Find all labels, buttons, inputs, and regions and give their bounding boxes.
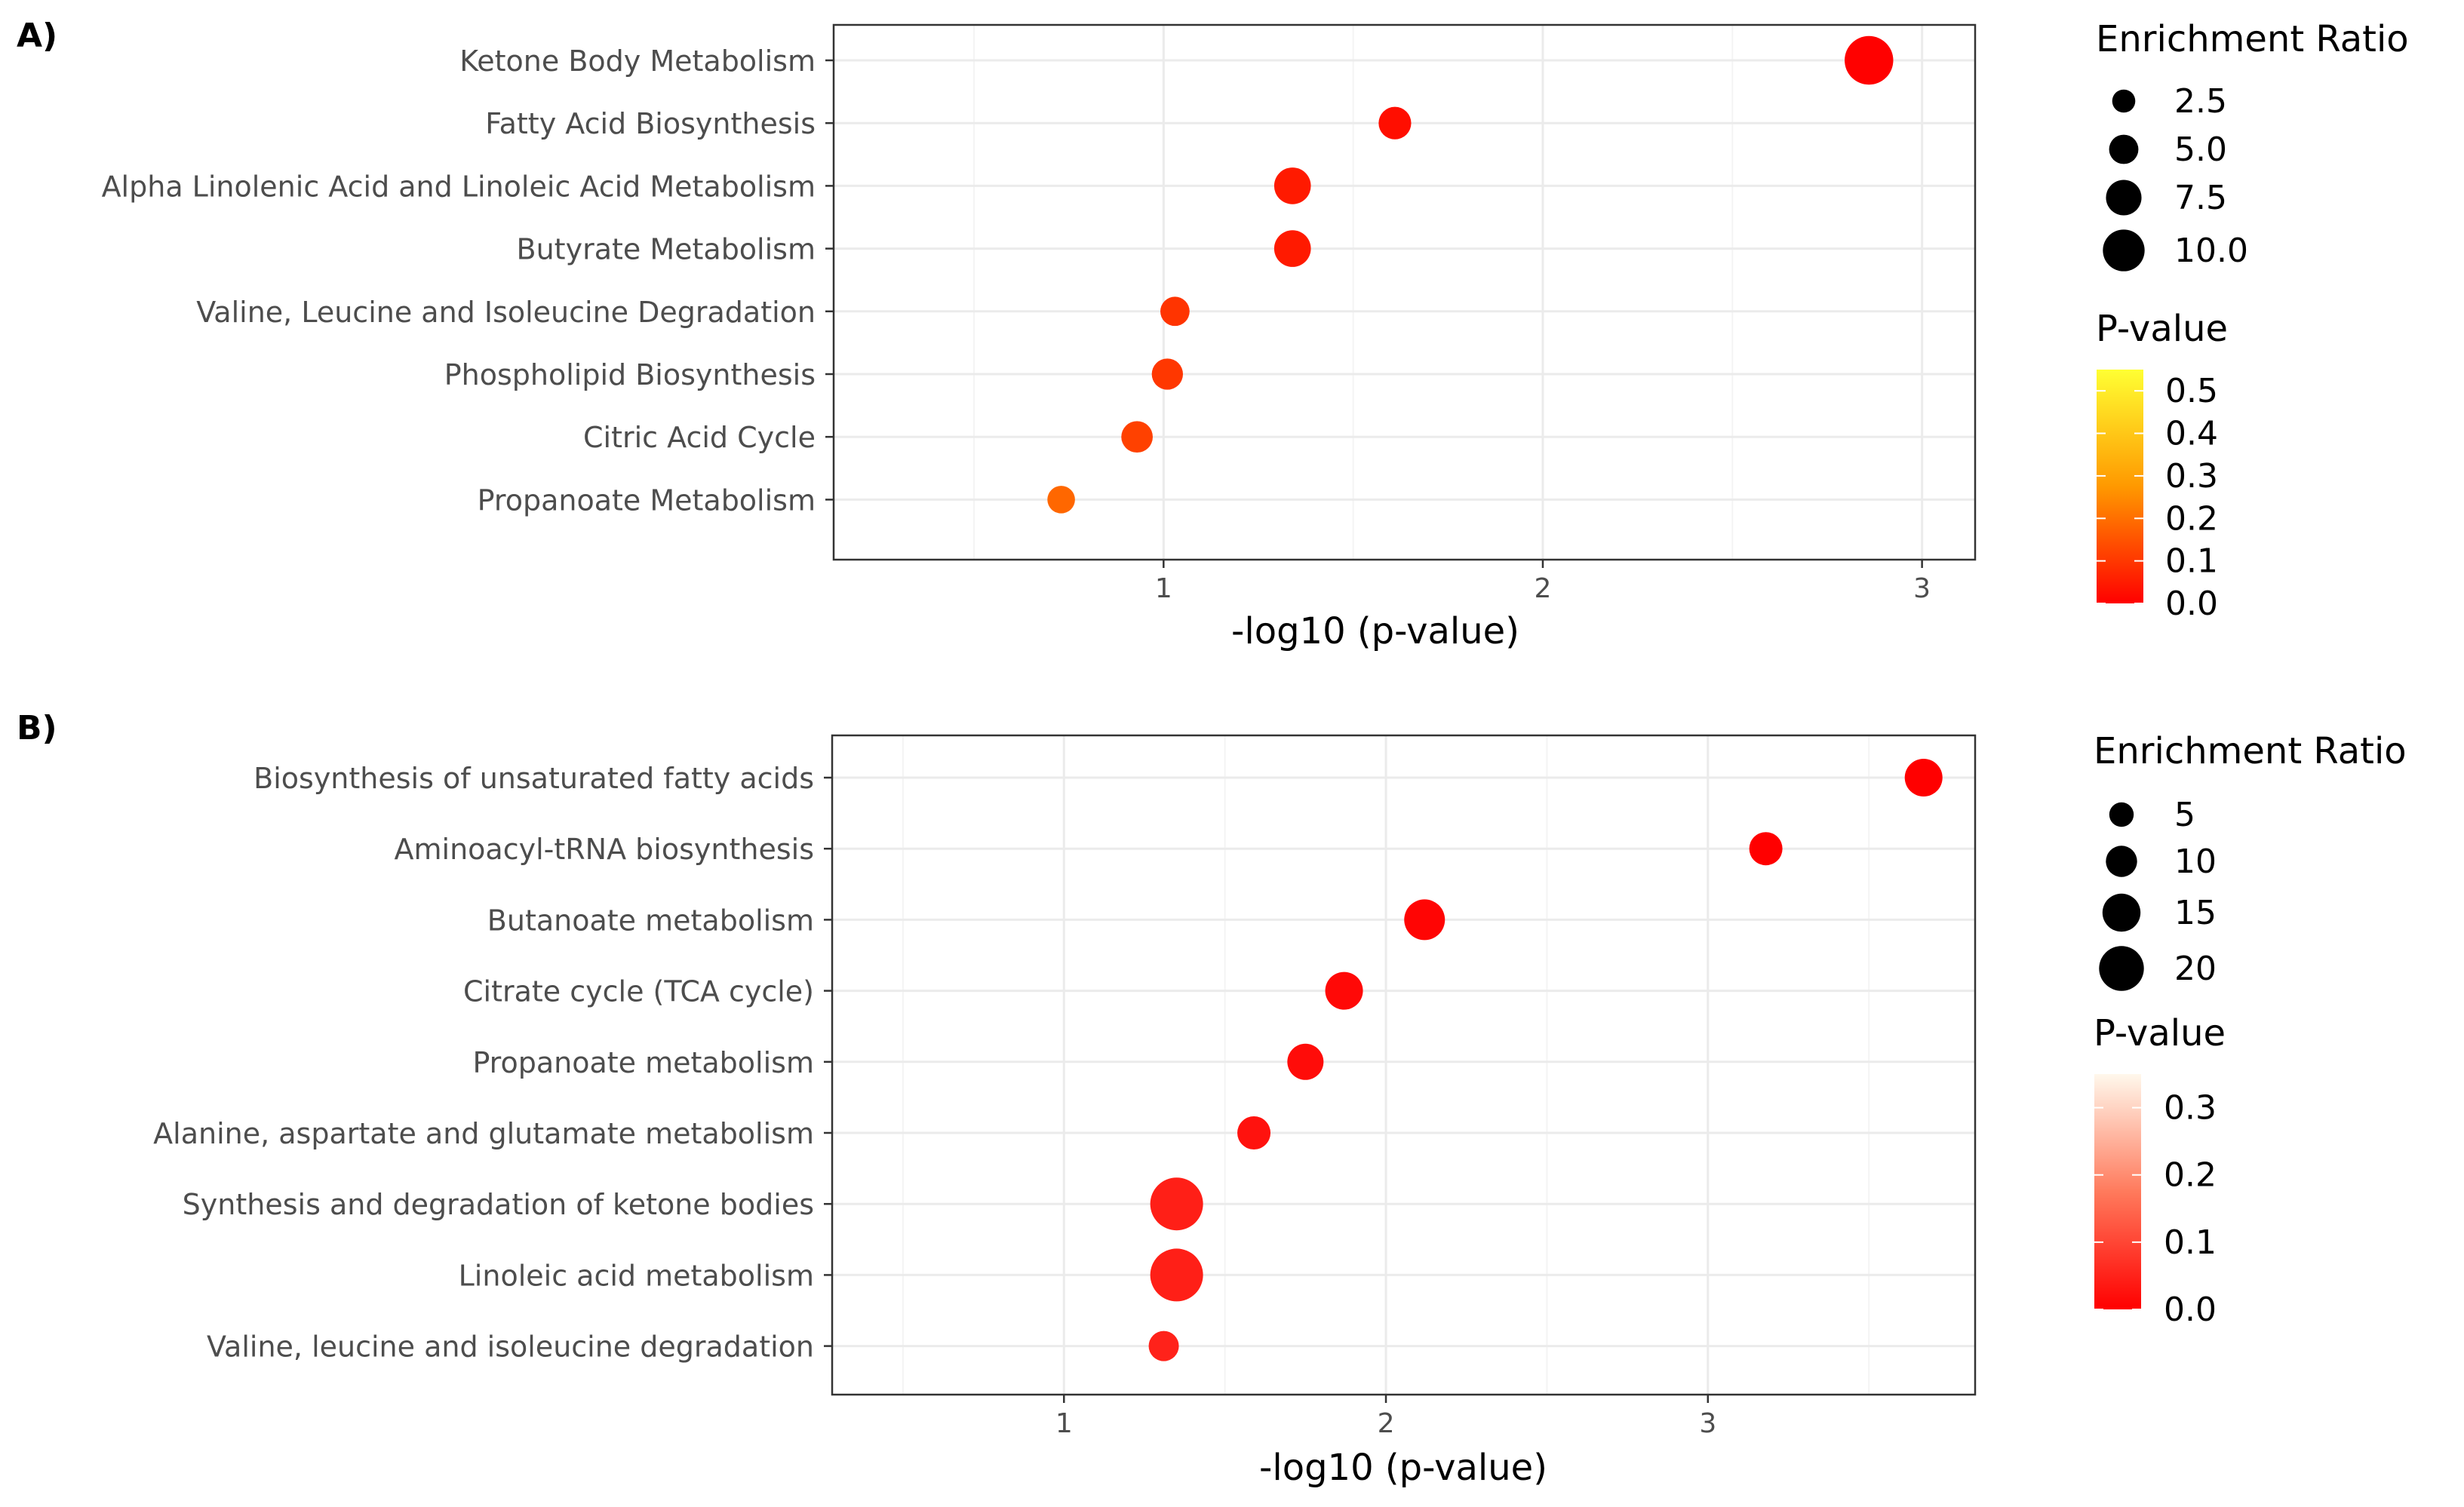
panel-b-x-tick-label: 2 [1378, 1408, 1395, 1439]
panel-b: B) Biosynthesis of unsaturated fatty aci… [17, 709, 2407, 1489]
panel-b-category-label: Linoleic acid metabolism [459, 1259, 814, 1292]
panel-a-size-legend-dot [2103, 229, 2145, 272]
panel-b-colorbar-label: 0.1 [2164, 1223, 2217, 1262]
panel-b-category-label: Propanoate metabolism [472, 1046, 814, 1079]
panel-a-grid [834, 25, 1975, 560]
panel-b-data-point [1404, 899, 1446, 941]
panel-a-size-legend-title: Enrichment Ratio [2096, 18, 2409, 60]
panel-a-y-ticks [825, 59, 834, 501]
panel-a-data-point [1151, 358, 1184, 390]
panel-a-x-tick-label: 1 [1155, 573, 1172, 604]
panel-b-points [1148, 759, 1943, 1361]
panel-b-data-point [1325, 971, 1363, 1010]
panel-a-category-label: Alpha Linolenic Acid and Linoleic Acid M… [102, 170, 816, 203]
panel-a-size-legend-label: 2.5 [2174, 82, 2227, 121]
panel-b-category-label: Alanine, aspartate and glutamate metabol… [153, 1117, 814, 1150]
panel-a-category-label: Propanoate Metabolism [478, 483, 816, 517]
panel-b-category-label: Aminoacyl-tRNA biosynthesis [395, 833, 814, 866]
panel-b-category-label: Synthesis and degradation of ketone bodi… [183, 1188, 814, 1221]
panel-a-size-legend-dot [2112, 89, 2136, 113]
panel-b-x-tick-label: 1 [1055, 1408, 1073, 1439]
panel-b-data-point [1904, 759, 1943, 796]
panel-a-size-legend-label: 5.0 [2174, 130, 2227, 169]
panel-a-data-point [1273, 167, 1311, 204]
panel-a-size-legend-label: 7.5 [2174, 179, 2227, 217]
panel-b-category-label: Citrate cycle (TCA cycle) [463, 975, 814, 1008]
panel-a-size-legend-dot [2109, 134, 2139, 164]
panel-a-colorbar-label: 0.3 [2165, 457, 2218, 496]
panel-b-data-point [1150, 1248, 1203, 1302]
panel-a-colorbar-label: 0.2 [2165, 499, 2218, 538]
panel-b-size-legend-label: 5 [2174, 796, 2195, 834]
panel-a-colorbar-label: 0.0 [2165, 585, 2218, 623]
panel-b-data-point [1237, 1116, 1271, 1149]
panel-a-color-legend-title: P-value [2096, 308, 2228, 350]
panel-a-colorbar [2097, 370, 2143, 603]
panel-label-b: B) [17, 709, 57, 747]
panel-b-x-axis-title: -log10 (p-value) [1259, 1447, 1547, 1489]
panel-b-size-legend-label: 15 [2174, 894, 2217, 932]
panel-b-size-legend-dot [2102, 893, 2141, 932]
panel-a-data-point [1378, 106, 1412, 140]
panel-b-size-legend-dot [2109, 802, 2134, 827]
panel-b-grid [832, 735, 1975, 1395]
panel-a-colorbar-label: 0.4 [2165, 415, 2218, 453]
panel-a-colorbar-label: 0.5 [2165, 372, 2218, 410]
panel-a-category-label: Ketone Body Metabolism [459, 45, 816, 78]
panel-a-data-point [1845, 35, 1894, 85]
panel-a-x-ticks: 1 2 3 [1155, 560, 1931, 604]
panel-a-category-label: Butyrate Metabolism [517, 233, 816, 266]
panel-b-border [831, 734, 1977, 1396]
panel-b-x-ticks: 1 2 3 [1055, 1395, 1716, 1439]
panel-a-data-point [1160, 296, 1190, 327]
panel-b-colorbar-label: 0.3 [2164, 1089, 2217, 1128]
panel-a-size-legend-label: 10.0 [2174, 232, 2248, 270]
panel-a-category-label: Phospholipid Biosynthesis [444, 358, 816, 391]
panel-b-category-labels: Biosynthesis of unsaturated fatty acids A… [153, 762, 814, 1364]
panel-b-colorbar-label: 0.0 [2164, 1291, 2217, 1329]
panel-a-category-labels: Ketone Body Metabolism Fatty Acid Biosynt… [102, 45, 816, 517]
panel-b-size-legend-dot [2099, 946, 2144, 991]
panel-b-size-legend-dot [2106, 846, 2137, 877]
panel-a-category-label: Citric Acid Cycle [583, 421, 816, 454]
panel-a-data-point [1121, 421, 1153, 453]
panel-a-category-label: Fatty Acid Biosynthesis [485, 107, 816, 140]
panel-a-points [1047, 35, 1894, 514]
panel-a-x-tick-label: 2 [1535, 573, 1552, 604]
panel-b-data-point [1150, 1177, 1203, 1231]
panel-b-size-legend-label: 10 [2174, 843, 2217, 881]
panel-label-a: A) [17, 17, 57, 55]
panel-b-data-point [1749, 832, 1783, 866]
panel-a-color-legend: P-value 0.5 0.4 0.30.2 0.1 0.0 [2096, 308, 2228, 623]
panel-b-size-legend: Enrichment Ratio 5 10 15 20 [2094, 730, 2407, 991]
panel-b-colorbar-label: 0.2 [2164, 1156, 2217, 1195]
panel-a: A) Ketone Body Metabolism Fatty Acid Bios… [17, 17, 2409, 652]
panel-b-color-legend-title: P-value [2094, 1012, 2226, 1054]
panel-b-category-label: Butanoate metabolism [487, 904, 814, 937]
panel-a-x-tick-label: 3 [1913, 573, 1931, 604]
panel-b-category-label: Valine, leucine and isoleucine degradati… [207, 1331, 814, 1364]
panel-b-data-point [1287, 1043, 1324, 1080]
panel-b-size-legend-title: Enrichment Ratio [2094, 730, 2407, 772]
panel-a-category-label: Valine, Leucine and Isoleucine Degradati… [196, 296, 816, 329]
panel-b-colorbar [2094, 1074, 2141, 1309]
panel-b-color-legend: P-value 0.3 0.2 0.1 0.0 [2094, 1012, 2226, 1329]
panel-b-data-point [1148, 1331, 1179, 1361]
panel-a-data-point [1047, 486, 1075, 514]
panel-a-size-legend: Enrichment Ratio 2.5 5.0 7.5 10.0 [2096, 18, 2409, 272]
panel-b-y-ticks [824, 776, 832, 1347]
panel-a-colorbar-label: 0.1 [2165, 542, 2218, 581]
panel-a-border [832, 23, 1977, 561]
panel-b-size-legend-label: 20 [2174, 950, 2217, 988]
panel-a-size-legend-dot [2106, 180, 2142, 216]
panel-b-x-tick-label: 3 [1699, 1408, 1716, 1439]
panel-a-x-axis-title: -log10 (p-value) [1231, 610, 1519, 652]
panel-a-data-point [1273, 230, 1311, 267]
panel-b-category-label: Biosynthesis of unsaturated fatty acids [253, 762, 814, 795]
